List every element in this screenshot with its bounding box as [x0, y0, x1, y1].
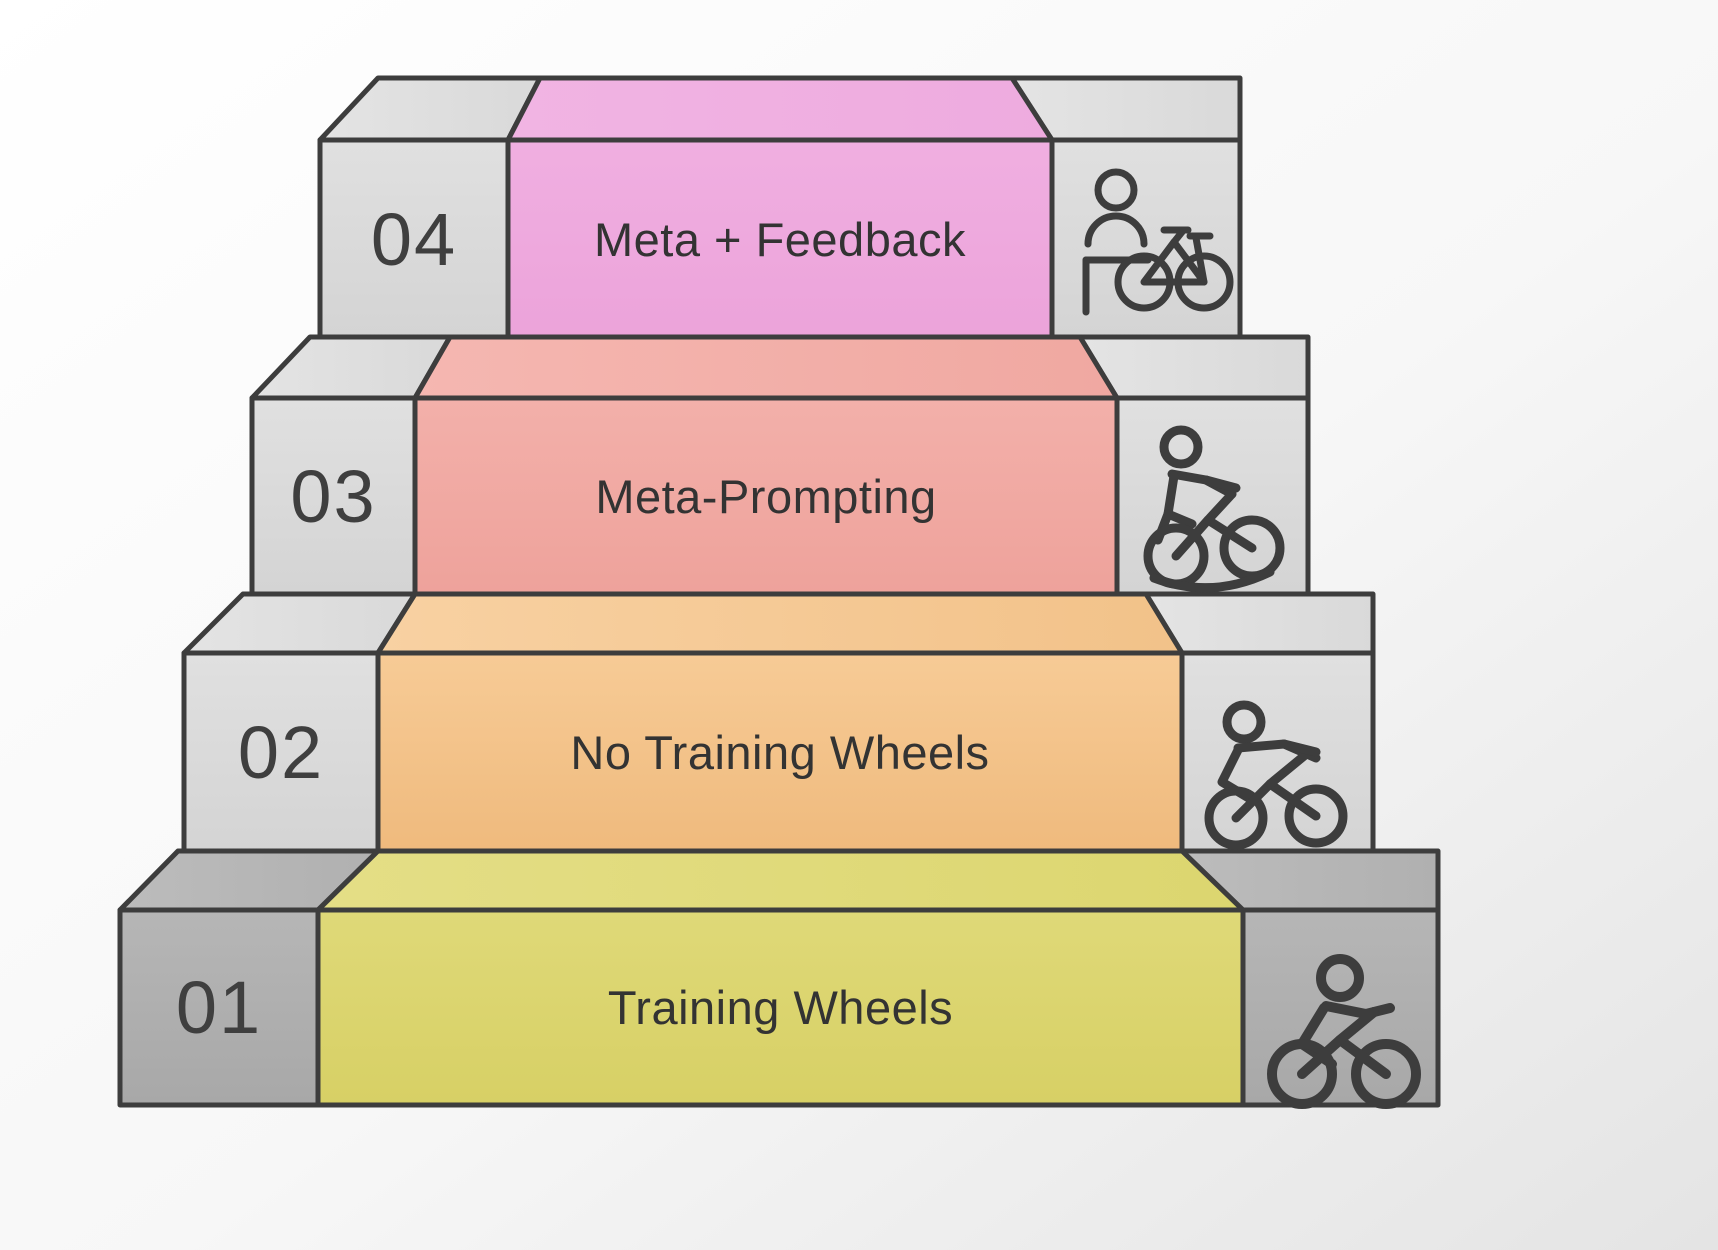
step-03-top-face — [412, 334, 1120, 401]
cyclist-upright-icon — [1143, 425, 1285, 593]
step-01-title: Training Wheels — [607, 981, 954, 1034]
step-04-title: Meta + Feedback — [594, 212, 966, 266]
cyclist-pedaling-icon — [1267, 954, 1421, 1109]
step-04-number: 04 — [370, 197, 458, 281]
step-04-top-face — [505, 75, 1055, 143]
step-01-front-face — [315, 907, 1246, 1108]
person-standing-beside-bicycle-icon — [1082, 168, 1234, 316]
step-01-top-face — [315, 848, 1246, 913]
step-02-right-side-top — [1143, 591, 1376, 656]
cyclist-leaning-icon — [1204, 700, 1348, 850]
step-02-title: No Training Wheels — [570, 726, 990, 779]
step-03-title: Meta-Prompting — [595, 469, 937, 523]
step-03-number: 03 — [290, 454, 377, 538]
step-01-number: 01 — [175, 966, 263, 1049]
step-02-number: 02 — [237, 711, 325, 794]
step-02-top-face — [375, 591, 1185, 656]
